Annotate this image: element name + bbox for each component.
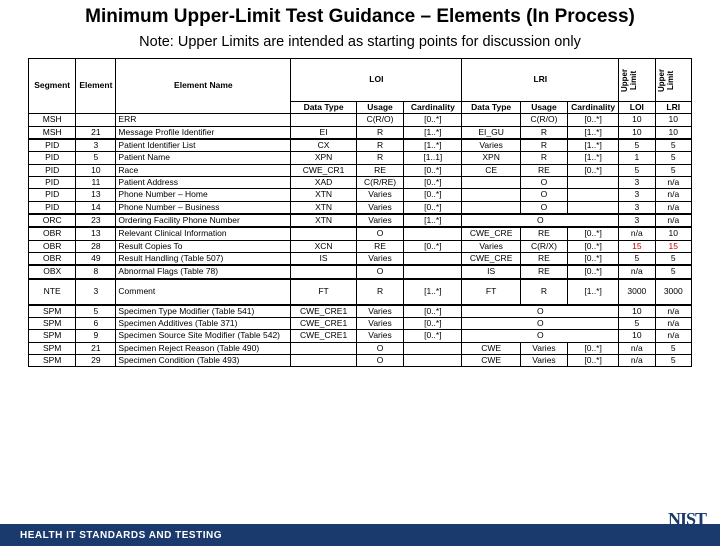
- note-text: Note: Upper Limits are intended as start…: [0, 34, 720, 50]
- table-head: Segment Element Element Name LOI LRI Upp…: [29, 58, 692, 113]
- th-ul1: Upper Limit: [619, 58, 655, 101]
- table-row: MSH21Message Profile IdentifierEIR[1..*]…: [29, 126, 692, 139]
- footer-text: HEALTH IT STANDARDS AND TESTING: [20, 530, 222, 541]
- table-row: PID10RaceCWE_CR1RE[0..*]CERE[0..*]55: [29, 164, 692, 176]
- th-ul2: Upper Limit: [655, 58, 691, 101]
- th-us1: Usage: [356, 101, 403, 113]
- table-row: MSHERRC(R/O)[0..*]C(R/O)[0..*]1010: [29, 114, 692, 126]
- th-lri-group: LRI: [462, 58, 619, 101]
- footer-bar: HEALTH IT STANDARDS AND TESTING: [0, 524, 720, 546]
- table-row: ORC23Ordering Facility Phone NumberXTNVa…: [29, 214, 692, 227]
- guidance-table: Segment Element Element Name LOI LRI Upp…: [28, 58, 692, 368]
- guidance-table-wrap: Segment Element Element Name LOI LRI Upp…: [28, 58, 692, 368]
- th-dt1: Data Type: [291, 101, 357, 113]
- page-title: Minimum Upper-Limit Test Guidance – Elem…: [0, 6, 720, 28]
- table-row: OBR13Relevant Clinical InformationOCWE_C…: [29, 227, 692, 240]
- table-row: OBX8Abnormal Flags (Table 78)OISRE[0..*]…: [29, 265, 692, 278]
- th-loi-group: LOI: [291, 58, 462, 101]
- table-row: OBR49Result Handling (Table 507)ISVaries…: [29, 252, 692, 265]
- th-elname: Element Name: [116, 58, 291, 113]
- table-row: PID3Patient Identifier ListCXR[1..*]Vari…: [29, 139, 692, 152]
- th-element: Element: [76, 58, 116, 113]
- table-row: SPM29Specimen Condition (Table 493)OCWEV…: [29, 355, 692, 367]
- table-row: PID13Phone Number – HomeXTNVaries[0..*]O…: [29, 189, 692, 201]
- table-row: NTE3CommentFTR[1..*]FTR[1..*]30003000: [29, 279, 692, 305]
- th-segment: Segment: [29, 58, 76, 113]
- table-row: PID14Phone Number – BusinessXTNVaries[0.…: [29, 201, 692, 214]
- table-row: OBR28Result Copies ToXCNRE[0..*]VariesC(…: [29, 240, 692, 252]
- th-us2: Usage: [520, 101, 567, 113]
- th-loi: LOI: [619, 101, 655, 113]
- table-row: SPM5Specimen Type Modifier (Table 541)CW…: [29, 305, 692, 318]
- th-ca2: Cardinality: [568, 101, 619, 113]
- th-ca1: Cardinality: [404, 101, 462, 113]
- th-dt2: Data Type: [462, 101, 520, 113]
- table-row: SPM9Specimen Source Site Modifier (Table…: [29, 330, 692, 342]
- table-row: SPM6Specimen Additives (Table 371)CWE_CR…: [29, 318, 692, 330]
- table-row: SPM21Specimen Reject Reason (Table 490)O…: [29, 342, 692, 354]
- th-lri: LRI: [655, 101, 691, 113]
- table-row: PID11Patient AddressXADC(R/RE)[0..*]O3n/…: [29, 176, 692, 188]
- table-row: PID5Patient NameXPNR[1..1]XPNR[1..*]15: [29, 152, 692, 164]
